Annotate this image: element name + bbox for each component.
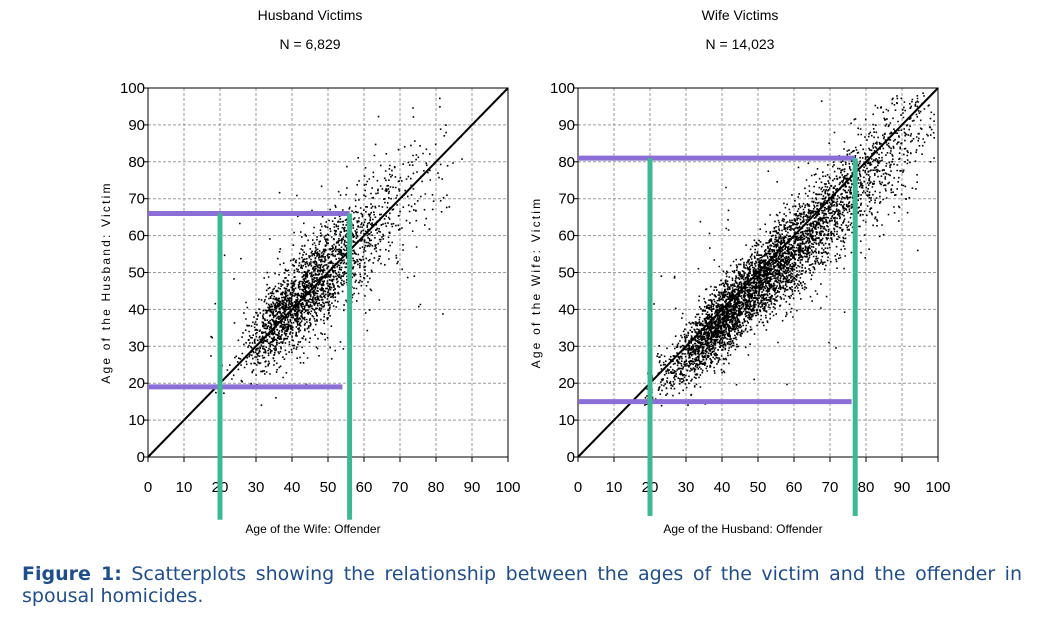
highlight-lines [148, 210, 353, 520]
y-tick-label: 80 [558, 154, 575, 171]
reference-line [577, 87, 939, 458]
x-tick-label: 50 [750, 479, 767, 496]
y-tick-label: 20 [558, 375, 575, 392]
x-tick-label: 60 [356, 479, 373, 496]
x-tick-label: 100 [495, 479, 520, 496]
y-tick-label: 20 [128, 375, 145, 392]
x-tick-label: 30 [678, 479, 695, 496]
x-tick-label: 40 [284, 479, 301, 496]
x-tick-label: 10 [176, 479, 193, 496]
y-tick-label: 0 [567, 449, 575, 466]
figure-scatterplots: Husband Victims N = 6,829 0 10 20 30 40 50 60 70 8… [99, 7, 951, 536]
y-tick-label: 40 [128, 301, 145, 318]
y-tick-label: 100 [120, 80, 145, 97]
y-tick-label: 100 [550, 80, 575, 97]
x-tick-label: 50 [320, 479, 337, 496]
y-tick-label: 90 [558, 117, 575, 134]
y-tick-label: 70 [128, 191, 145, 208]
x-tick-label: 70 [392, 479, 409, 496]
axes: 0102030405060708090100010203040506070809… [550, 80, 951, 496]
y-tick-label: 90 [128, 117, 145, 134]
caption-text: Scatterplots showing the relationship be… [22, 563, 1022, 607]
scatter-points [644, 92, 935, 407]
y-tick-label: 30 [128, 338, 145, 355]
chart-title: Husband Victims [258, 7, 363, 23]
chart-subtitle: N = 6,829 [279, 36, 340, 52]
x-tick-label: 90 [464, 479, 481, 496]
x-tick-label: 80 [428, 479, 445, 496]
y-tick-label: 10 [128, 412, 145, 429]
axes: 0102030405060708090100010203040506070809… [120, 80, 521, 496]
y-tick-label: 60 [128, 228, 145, 245]
scatter-panel-1: Husband Victims N = 6,829 0 10 20 30 40 50 60 70 8… [99, 7, 521, 536]
highlight-lines [578, 155, 858, 517]
x-tick-label: 10 [606, 479, 623, 496]
x-axis-label: Age of the Husband: Offender [663, 522, 822, 536]
y-tick-label: 50 [558, 265, 575, 282]
y-axis-label: Age of the Wife: Victim [529, 197, 543, 369]
x-tick-label: 0 [144, 479, 152, 496]
figure-caption: Figure 1: Scatterplots showing the relat… [22, 563, 1022, 607]
y-tick-label: 10 [558, 412, 575, 429]
y-tick-label: 50 [128, 265, 145, 282]
scatter-panel-2: Wife Victims N = 14,023 0 10 20 30 40 50 60 70 80 9… [529, 7, 951, 536]
x-tick-label: 90 [894, 479, 911, 496]
x-tick-label: 70 [822, 479, 839, 496]
x-tick-label: 60 [786, 479, 803, 496]
reference-line [147, 87, 509, 458]
grid [578, 88, 938, 457]
y-tick-label: 80 [128, 154, 145, 171]
caption-label: Figure 1: [22, 563, 122, 585]
x-axis-label: Age of the Wife: Offender [245, 522, 380, 536]
y-tick-label: 30 [558, 338, 575, 355]
x-tick-label: 0 [574, 479, 582, 496]
y-tick-label: 60 [558, 228, 575, 245]
x-tick-label: 30 [248, 479, 265, 496]
chart-title: Wife Victims [702, 7, 779, 23]
x-tick-label: 100 [925, 479, 950, 496]
y-tick-label: 0 [137, 449, 145, 466]
x-tick-label: 80 [858, 479, 875, 496]
y-tick-label: 70 [558, 191, 575, 208]
x-tick-label: 40 [714, 479, 731, 496]
y-axis-label: Age of the Husband: Victim [99, 181, 113, 383]
y-tick-label: 40 [558, 301, 575, 318]
chart-subtitle: N = 14,023 [706, 36, 775, 52]
scatter-points [210, 97, 463, 406]
